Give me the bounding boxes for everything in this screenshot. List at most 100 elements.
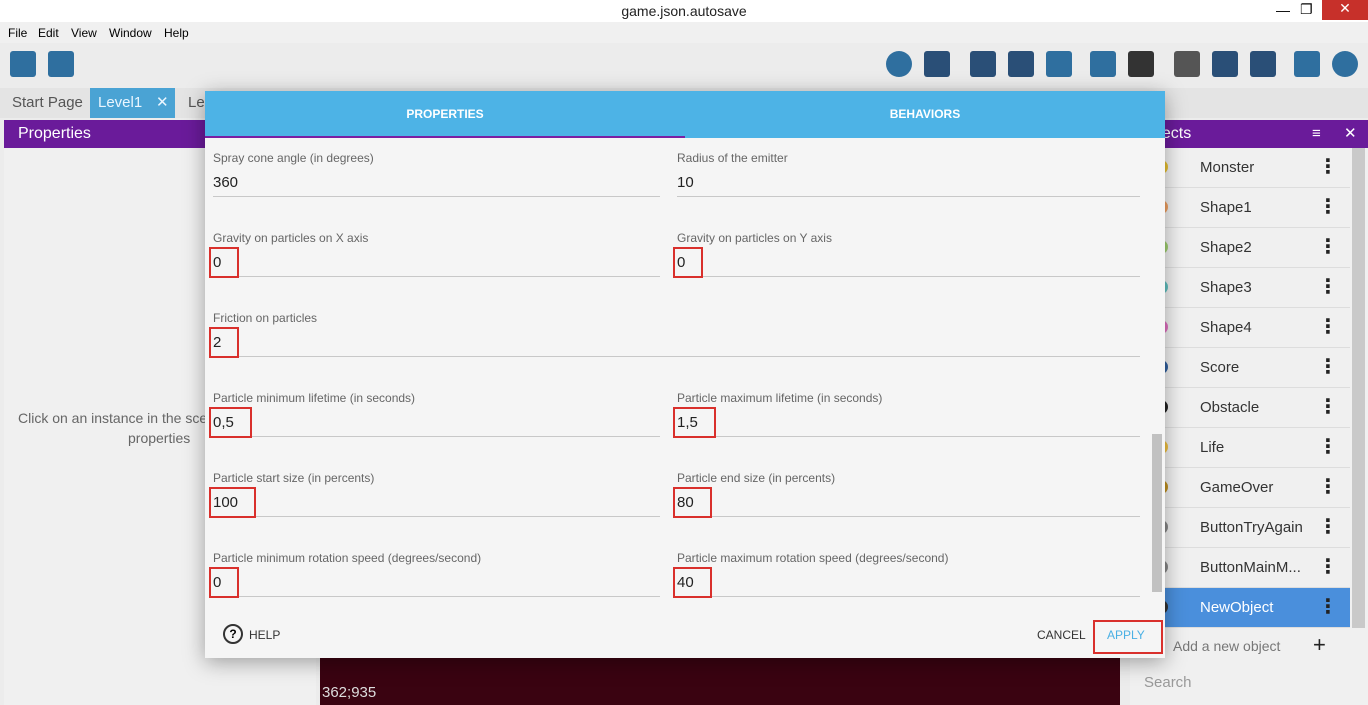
object-menu[interactable]: ⋮	[1318, 596, 1338, 618]
object-menu[interactable]: ⋮	[1318, 436, 1338, 458]
title-bar: game.json.autosave — ❐ ✕	[0, 0, 1368, 22]
add-icon[interactable]: +	[1313, 632, 1326, 657]
objects-list: Add a new object + Search Monster ⋮ Shape1…	[1130, 148, 1368, 705]
object-menu[interactable]: ⋮	[1318, 476, 1338, 498]
panel-message: properties	[128, 430, 191, 446]
object-menu[interactable]: ⋮	[1318, 196, 1338, 218]
highlight-box	[209, 487, 257, 518]
help-button[interactable]: HELP	[249, 628, 281, 642]
field-value[interactable]: 80	[677, 494, 694, 511]
maximize[interactable]: ❐	[1300, 1, 1313, 17]
tool[interactable]	[886, 51, 912, 77]
add-object[interactable]: Add a new object	[1173, 638, 1281, 654]
object-row[interactable]: ButtonMainM... ⋮	[1130, 548, 1350, 588]
tool[interactable]	[970, 51, 996, 77]
tool[interactable]	[1008, 51, 1034, 77]
field-label: Particle end size (in percents)	[677, 471, 836, 485]
object-row[interactable]: ButtonTryAgain ⋮	[1130, 508, 1350, 548]
field-label: Particle maximum rotation speed (degrees…	[677, 551, 949, 565]
menu-item[interactable]: File	[8, 26, 28, 40]
object-row[interactable]: Shape2 ⋮	[1130, 228, 1350, 268]
object-menu[interactable]: ⋮	[1318, 236, 1338, 258]
tool[interactable]	[1250, 51, 1276, 77]
search[interactable]: Search	[1144, 674, 1192, 691]
tool[interactable]	[10, 51, 36, 77]
menu-item[interactable]: Edit	[38, 26, 59, 40]
object-menu[interactable]: ⋮	[1318, 356, 1338, 378]
tab[interactable]: Start Page	[12, 94, 83, 111]
highlight-box	[673, 407, 716, 438]
field-label: Gravity on particles on X axis	[213, 231, 369, 245]
tab[interactable]: Level1	[90, 88, 151, 118]
field-label: Friction on particles	[213, 311, 318, 325]
tab[interactable]: Le	[188, 94, 205, 111]
panel-title: Properties	[18, 125, 91, 142]
tool[interactable]	[1128, 51, 1154, 77]
panel-header: Objects ≡ ✕	[1130, 120, 1368, 148]
field-value[interactable]: 40	[677, 574, 694, 591]
object-menu[interactable]: ⋮	[1318, 556, 1338, 578]
minimize[interactable]: —	[1276, 2, 1290, 18]
close[interactable]: ✕	[1322, 0, 1368, 20]
dialog-tabs: PROPERTIES BEHAVIORS	[205, 91, 1165, 138]
filter[interactable]: ≡	[1312, 125, 1321, 142]
tool[interactable]	[1332, 51, 1358, 77]
field-label: Gravity on particles on Y axis	[677, 231, 832, 245]
field-value[interactable]: 1,5	[677, 414, 698, 431]
tool[interactable]	[1294, 51, 1320, 77]
field-value[interactable]: 0,5	[213, 414, 234, 431]
toolbar	[0, 43, 1368, 88]
field-value[interactable]: 2	[213, 334, 222, 351]
dialog: PROPERTIES BEHAVIORS Spray cone angle (i…	[205, 91, 1165, 658]
menu-item[interactable]: Window	[109, 26, 152, 40]
field-value[interactable]: 100	[213, 494, 239, 511]
dialog-tab[interactable]: BEHAVIORS	[889, 107, 961, 121]
scrollbar[interactable]	[1150, 138, 1164, 608]
highlight-box	[209, 247, 240, 278]
scrollbar[interactable]	[1352, 148, 1365, 628]
field-value[interactable]: 10	[677, 174, 694, 191]
object-name: Shape3	[1200, 279, 1252, 296]
tool[interactable]	[1212, 51, 1238, 77]
field-value[interactable]: 0	[213, 574, 222, 591]
tab-indicator	[205, 136, 685, 138]
menu-item[interactable]: Help	[164, 26, 189, 40]
highlight-box	[673, 487, 712, 518]
field-underline	[677, 196, 1140, 197]
field-underline	[677, 276, 1140, 277]
highlight-box	[673, 567, 712, 598]
highlight-box	[209, 407, 252, 438]
tool[interactable]	[1090, 51, 1116, 77]
tool[interactable]	[924, 51, 950, 77]
object-name: ButtonMainM...	[1200, 559, 1301, 576]
menu-item[interactable]: View	[71, 26, 97, 40]
tab-close[interactable]: ✕	[150, 88, 175, 118]
object-name: Monster	[1200, 159, 1255, 176]
object-menu[interactable]: ⋮	[1318, 396, 1338, 418]
scroll-thumb[interactable]	[1152, 434, 1162, 592]
field-label: Radius of the emitter	[677, 151, 788, 165]
field-underline	[213, 596, 660, 597]
close-panel[interactable]: ✕	[1344, 125, 1357, 142]
object-name: Shape4	[1200, 319, 1252, 336]
field-value[interactable]: 360	[213, 174, 239, 191]
tool[interactable]	[48, 51, 74, 77]
cancel-button[interactable]: CANCEL	[1037, 628, 1086, 642]
field-underline	[677, 436, 1140, 437]
object-name: Shape1	[1200, 199, 1252, 216]
tool[interactable]	[1174, 51, 1200, 77]
object-name: Obstacle	[1200, 399, 1260, 416]
object-menu[interactable]: ⋮	[1318, 316, 1338, 338]
field-underline	[213, 276, 660, 277]
panel-message: Click on an instance in the sce	[18, 410, 208, 426]
field-value[interactable]: 0	[677, 254, 686, 271]
object-menu[interactable]: ⋮	[1318, 156, 1338, 178]
object-menu[interactable]: ⋮	[1318, 516, 1338, 538]
apply-button[interactable]: APPLY	[1107, 628, 1145, 642]
object-menu[interactable]: ⋮	[1318, 276, 1338, 298]
field-label: Particle maximum lifetime (in seconds)	[677, 391, 883, 405]
field-value[interactable]: 0	[213, 254, 222, 271]
dialog-tab[interactable]: PROPERTIES	[406, 107, 484, 121]
tool[interactable]	[1046, 51, 1072, 77]
